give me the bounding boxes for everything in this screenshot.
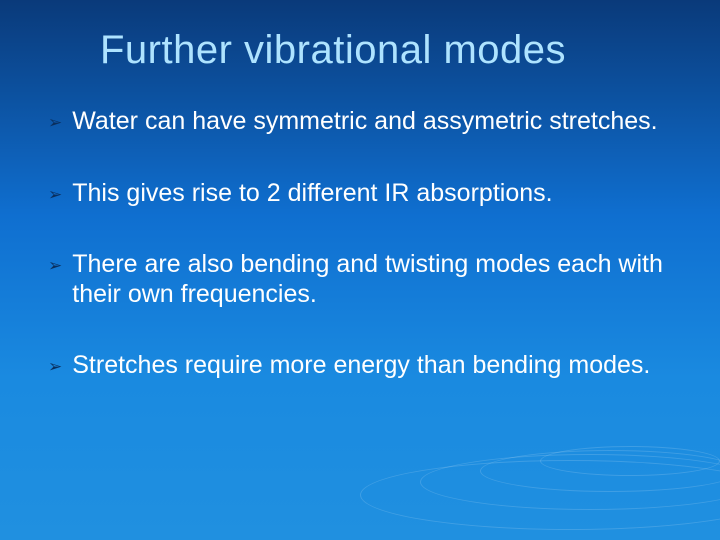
bullet-item: ➢ Water can have symmetric and assymetri… xyxy=(48,107,680,137)
bullet-marker-icon: ➢ xyxy=(48,357,62,377)
decorative-ripple xyxy=(480,450,720,492)
bullet-item: ➢ This gives rise to 2 different IR abso… xyxy=(48,179,680,209)
slide-title: Further vibrational modes xyxy=(100,28,680,73)
decorative-ripple xyxy=(540,446,720,476)
bullet-text: There are also bending and twisting mode… xyxy=(72,250,680,309)
bullet-text: This gives rise to 2 different IR absorp… xyxy=(72,179,680,209)
bullet-list: ➢ Water can have symmetric and assymetri… xyxy=(40,107,680,381)
bullet-item: ➢ Stretches require more energy than ben… xyxy=(48,351,680,381)
slide: Further vibrational modes ➢ Water can ha… xyxy=(0,0,720,540)
bullet-marker-icon: ➢ xyxy=(48,113,62,133)
bullet-text: Stretches require more energy than bendi… xyxy=(72,351,680,381)
decorative-ripple xyxy=(420,454,720,510)
bullet-text: Water can have symmetric and assymetric … xyxy=(72,107,680,137)
decorative-ripple xyxy=(360,460,720,530)
bullet-item: ➢ There are also bending and twisting mo… xyxy=(48,250,680,309)
bullet-marker-icon: ➢ xyxy=(48,256,62,276)
bullet-marker-icon: ➢ xyxy=(48,185,62,205)
